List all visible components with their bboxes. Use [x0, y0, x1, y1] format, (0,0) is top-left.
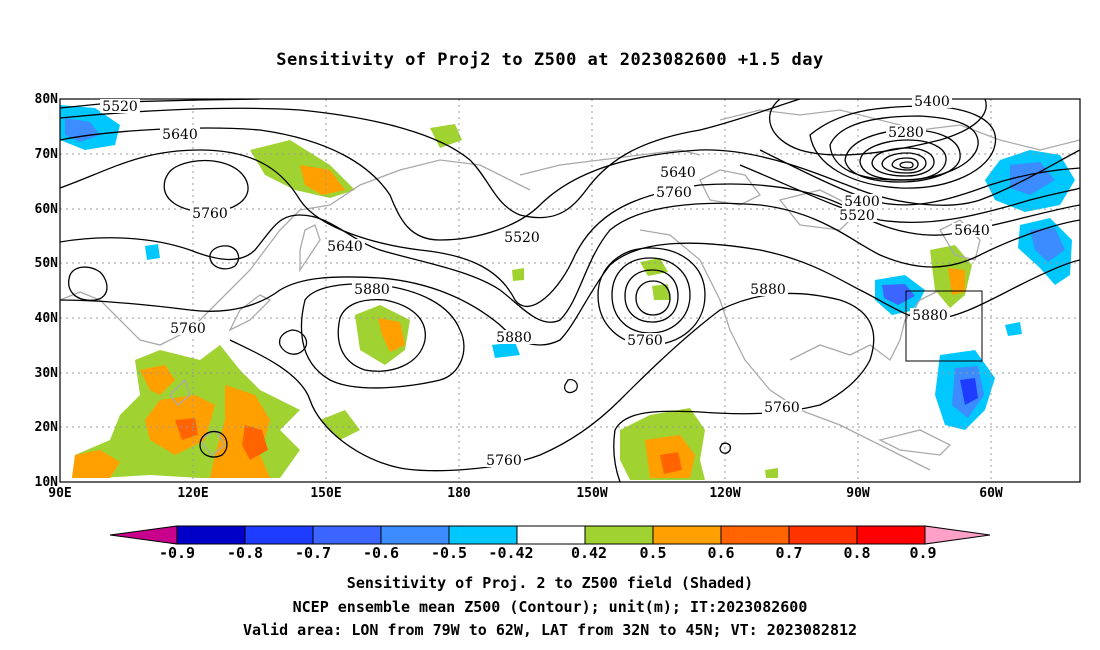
colorbar-tick-label: -0.42: [488, 544, 534, 562]
z500-contours: [60, 99, 1080, 482]
lon-label: 120W: [709, 486, 741, 501]
contour-label: 5760: [486, 453, 522, 469]
contour-label-bg: [352, 282, 392, 296]
contour-label: 5640: [162, 127, 198, 143]
colorbar-min-triangle: [109, 525, 178, 545]
colorbar-tick-label: 0.6: [707, 544, 735, 562]
contour-label-bg: [484, 453, 524, 467]
lat-label: 20N: [34, 420, 58, 435]
colorbar-swatch: [176, 525, 246, 545]
colorbar-tick-label: 0.42: [570, 544, 608, 562]
contour-label: 5520: [839, 208, 875, 224]
colorbar-swatch: [312, 525, 382, 545]
contour-label-bg: [842, 194, 882, 208]
contour-label: 5640: [327, 239, 363, 255]
contour-label: 5400: [844, 194, 880, 210]
caption-line-2: NCEP ensemble mean Z500 (Contour); unit(…: [292, 598, 808, 616]
colorbar-tick-label: -0.5: [430, 544, 468, 562]
contour-label-bg: [886, 125, 926, 139]
lat-label: 40N: [34, 311, 58, 326]
contour-label-bg: [494, 330, 534, 344]
lon-label: 120E: [177, 486, 209, 501]
contour-labels: 5520 5640 5760 5640 5520 5640 5760 5400 5280 5400…: [100, 94, 992, 469]
lon-label: 90W: [846, 486, 870, 501]
colorbar-swatch: [244, 525, 314, 545]
lon-label: 150E: [310, 486, 342, 501]
contour-label-bg: [625, 333, 665, 347]
figure-title: Sensitivity of Proj2 to Z500 at 20230826…: [276, 50, 824, 70]
contour-label: 5280: [888, 125, 924, 141]
contour-label-bg: [912, 94, 952, 108]
lat-label: 70N: [34, 147, 58, 162]
contour-label: 5880: [496, 330, 532, 346]
contour-label: 5640: [954, 223, 990, 239]
lon-label: 60W: [979, 486, 1003, 501]
lon-label: 180: [447, 486, 471, 501]
contour-label-bg: [658, 165, 698, 179]
contour-label: 5520: [504, 230, 540, 246]
lon-label: 150W: [576, 486, 608, 501]
contour-label: 5760: [764, 400, 800, 416]
contour-label-bg: [952, 223, 992, 237]
map-frame: [59, 98, 1081, 483]
contour-label-bg: [502, 230, 542, 244]
colorbar-tick-label: -0.7: [294, 544, 332, 562]
colorbar-swatch: [380, 525, 450, 545]
colorbar-swatch: [448, 525, 518, 545]
contour-label: 5760: [170, 321, 206, 337]
colorbar: [109, 525, 991, 545]
contour-label: 5880: [354, 282, 390, 298]
colorbar-tick-label: -0.9: [158, 544, 196, 562]
contour-label-bg: [100, 99, 140, 113]
contour-label-bg: [168, 321, 208, 335]
contour-label: 5520: [102, 99, 138, 115]
colorbar-swatch: [856, 525, 926, 545]
lat-label: 30N: [34, 366, 58, 381]
contour-label-bg: [654, 185, 694, 199]
contour-label-bg: [837, 208, 877, 222]
contour-label: 5760: [627, 333, 663, 349]
contour-label-bg: [190, 206, 230, 220]
colorbar-tick-label: -0.8: [226, 544, 264, 562]
contour-label-bg: [748, 282, 788, 296]
colorbar-tick-label: 0.8: [843, 544, 871, 562]
contour-label: 5760: [192, 206, 228, 222]
valid-area-box: [905, 290, 983, 362]
lon-label: 90E: [48, 486, 72, 501]
lat-label: 50N: [34, 256, 58, 271]
lat-label: 60N: [34, 202, 58, 217]
contour-label-bg: [325, 239, 365, 253]
lat-label: 10N: [34, 475, 58, 490]
contour-label: 5880: [912, 308, 948, 324]
caption-line-1: Sensitivity of Proj. 2 to Z500 field (Sh…: [346, 574, 754, 592]
contour-label-bg: [762, 400, 802, 414]
contour-label-bg: [160, 127, 200, 141]
colorbar-swatch: [720, 525, 790, 545]
colorbar-swatch: [584, 525, 654, 545]
colorbar-swatch: [788, 525, 858, 545]
colorbar-swatch: [652, 525, 722, 545]
lat-label: 80N: [34, 92, 58, 107]
colorbar-max-triangle: [924, 525, 991, 545]
contour-label: 5400: [914, 94, 950, 110]
lat-lon-grid: [60, 99, 1080, 482]
contour-label: 5760: [656, 185, 692, 201]
contour-label-bg: [910, 308, 950, 322]
contour-label: 5640: [660, 165, 696, 181]
contour-label: 5880: [750, 282, 786, 298]
colorbar-tick-label: 0.9: [909, 544, 937, 562]
colorbar-tick-label: -0.6: [362, 544, 400, 562]
colorbar-swatch: [516, 525, 586, 545]
colorbar-tick-label: 0.5: [639, 544, 667, 562]
caption-line-3: Valid area: LON from 79W to 62W, LAT fro…: [242, 621, 858, 639]
colorbar-tick-label: 0.7: [775, 544, 803, 562]
